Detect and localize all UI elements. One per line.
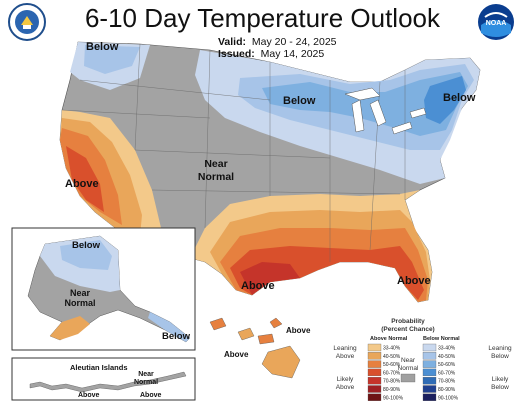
legend-near-swatch (400, 373, 416, 383)
state-boundaries (61, 43, 406, 262)
label-alaska-below-se: Below (162, 331, 191, 342)
hawaii-islands (209, 317, 301, 379)
legend-below-range-3: 60-70% (438, 370, 456, 376)
issued-date: Issued: May 14, 2025 (218, 48, 324, 60)
label-above-texas: Above (241, 280, 275, 292)
noaa-logo: NOAA (477, 3, 515, 41)
label-above-florida: Above (397, 275, 431, 287)
legend-above-swatch-0 (367, 343, 382, 352)
label-aleutian-title: Aleutian Islands (70, 363, 128, 372)
label-alaska-near-2: Normal (64, 298, 95, 308)
below-region-nw-core (84, 45, 140, 74)
legend-likely-above-2: Above (336, 384, 355, 391)
legend-below-range-2: 50-60% (438, 362, 456, 368)
legend-below-swatch-3 (422, 368, 437, 377)
alaska-below-core (60, 240, 112, 270)
legend-likely-below-2: Below (491, 384, 509, 391)
noaa-logo-text: NOAA (486, 20, 507, 27)
label-alaska-near-1: Near (70, 288, 91, 298)
legend-near-normal-2: Normal (398, 365, 420, 372)
label-above-west: Above (65, 178, 99, 190)
legend-leaning-below-1: Leaning (488, 345, 512, 352)
legend-likely-below-1: Likely (492, 376, 509, 383)
label-aleutian-near-2: Normal (134, 379, 158, 386)
label-near-normal-1: Near (204, 158, 227, 170)
legend-leaning-above-2: Above (336, 353, 355, 360)
label-aleutian-near-1: Near (138, 371, 154, 378)
legend-leaning-below-2: Below (491, 353, 509, 360)
valid-dates: Valid: May 20 - 24, 2025 (218, 36, 337, 48)
issued-value: May 14, 2025 (260, 48, 325, 60)
aleutian-chain (29, 371, 187, 393)
legend-below-range-0: 33-40% (438, 346, 456, 352)
label-below-ne: Below (443, 92, 476, 104)
alaska-below-se (148, 312, 190, 342)
page-title: 6-10 Day Temperature Outlook (84, 3, 441, 33)
legend-above-range-6: 90-100% (383, 395, 404, 401)
legend-above-header: Above Normal (370, 336, 408, 342)
legend-above-swatch-6 (367, 393, 382, 401)
alaska-above-sw (50, 316, 90, 340)
legend-below-swatch-2 (422, 360, 437, 368)
above-region-south-core (230, 246, 424, 300)
label-hawaii-above-left: Above (224, 350, 249, 359)
valid-value: May 20 - 24, 2025 (251, 36, 337, 48)
issued-label: Issued: (218, 48, 255, 60)
legend-below-header: Below Normal (423, 336, 460, 342)
legend-leaning-above-1: Leaning (333, 345, 357, 352)
commerce-seal-logo (8, 3, 46, 41)
legend-above-scale: 33-40% 40-50% 50-60% 60-70% 70-80% 80-90% 90-1… (367, 343, 404, 401)
great-lakes (344, 87, 427, 135)
legend-above-swatch-4 (367, 377, 382, 385)
legend-above-swatch-5 (367, 385, 382, 393)
legend-title-1: Probability (391, 318, 425, 325)
legend-below-swatch-0 (422, 343, 437, 352)
legend-above-range-1: 40-50% (383, 354, 401, 360)
legend-above-range-3: 60-70% (383, 370, 401, 376)
legend-title-2: (Percent Chance) (381, 326, 434, 333)
label-aleutian-above-left: Above (78, 392, 100, 399)
below-region-ne-core (424, 76, 466, 124)
legend-below-range-5: 80-90% (438, 387, 456, 393)
legend-near-normal-1: Near (401, 357, 416, 364)
legend-below-range-6: 90-100% (438, 395, 459, 401)
valid-label: Valid: (218, 36, 247, 48)
legend-below-swatch-1 (422, 352, 437, 360)
label-below-north: Below (283, 95, 316, 107)
label-hawaii-above-right: Above (286, 326, 311, 335)
legend-above-range-4: 70-80% (383, 379, 401, 385)
legend-above-swatch-1 (367, 352, 382, 360)
legend-below-scale: 33-40% 40-50% 50-60% 60-70% 70-80% 80-90% 90-1… (422, 343, 459, 401)
legend-above-range-5: 80-90% (383, 387, 401, 393)
legend-likely-above-1: Likely (337, 376, 354, 383)
above-region-texas-core (240, 262, 300, 295)
legend-below-range-1: 40-50% (438, 354, 456, 360)
legend-below-swatch-6 (422, 393, 437, 401)
label-alaska-below: Below (72, 240, 101, 251)
label-below-nw: Below (86, 41, 119, 53)
below-region-north-core (262, 72, 468, 136)
label-aleutian-above-right: Above (140, 392, 162, 399)
legend-above-range-0: 33-40% (383, 346, 401, 352)
above-region-west-core (66, 146, 104, 212)
legend-below-swatch-4 (422, 377, 437, 385)
legend-below-range-4: 70-80% (438, 379, 456, 385)
legend-above-range-2: 50-60% (383, 362, 401, 368)
legend-above-swatch-3 (367, 368, 382, 377)
legend-above-swatch-2 (367, 360, 382, 368)
label-near-normal-2: Normal (198, 171, 234, 183)
legend-below-swatch-5 (422, 385, 437, 393)
